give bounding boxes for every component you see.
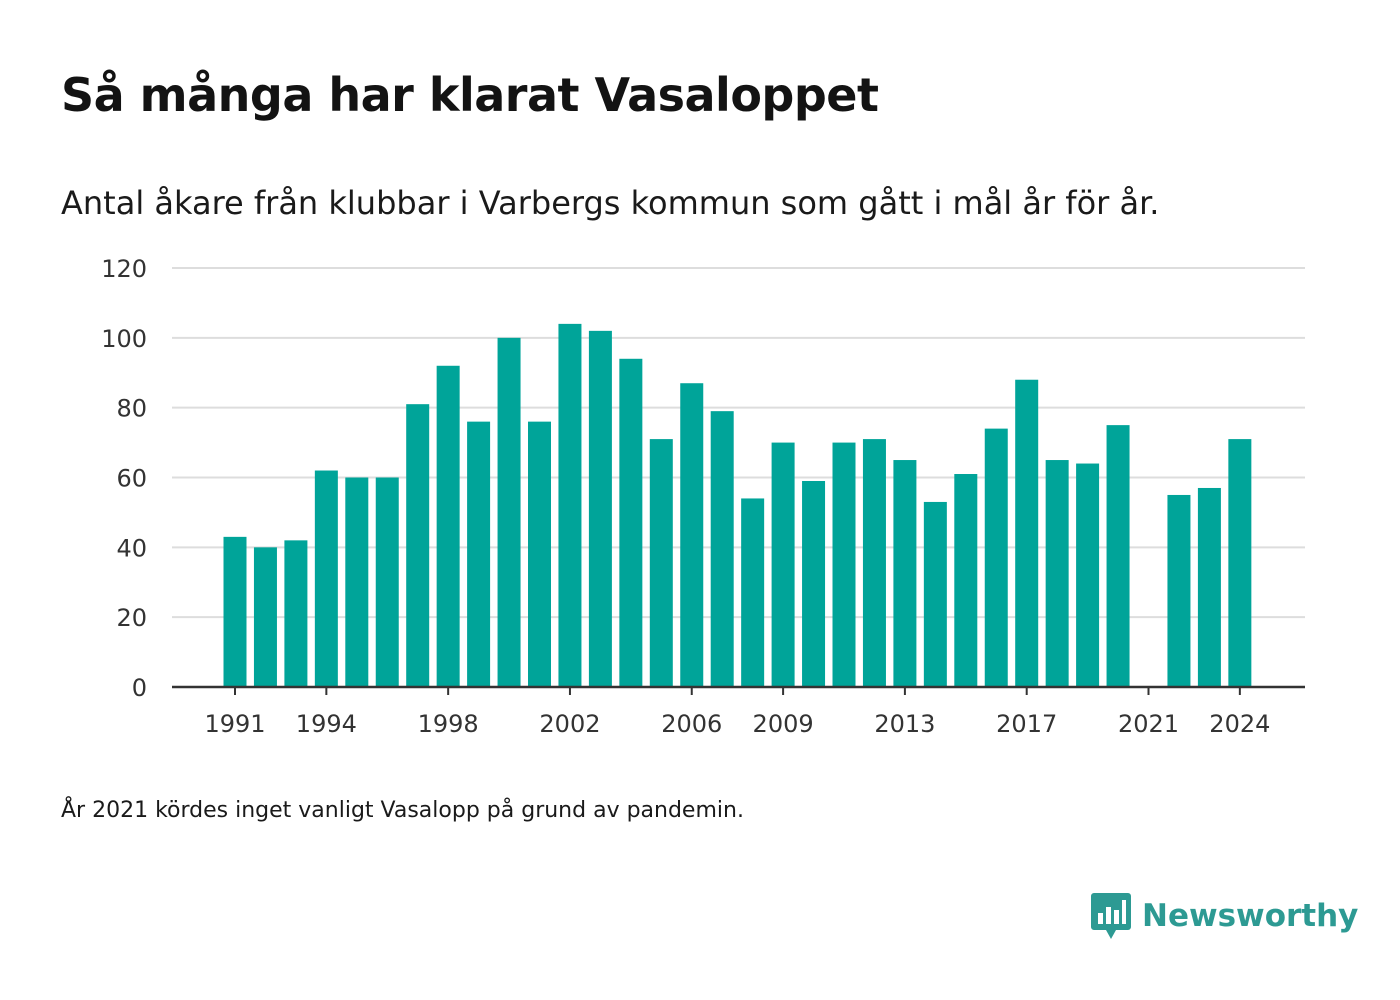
bar-2016 [984,428,1008,687]
bar-1992 [253,547,277,687]
bar-1994 [314,470,338,687]
bar-chart: 0 20 40 60 80 100 120 1991 1994 1998 2002 2006 2009… [101,255,1305,738]
bar-2006 [680,383,704,687]
bar-2011 [832,442,856,687]
y-tick-label: 20 [116,604,147,632]
bar-2003 [588,330,612,687]
x-tick-label: 1998 [418,710,479,738]
chart-subtitle: Antal åkare från klubbar i Varbergs komm… [61,184,1160,222]
bar-2017 [1015,379,1039,687]
x-axis-labels: 1991 1994 1998 2002 2006 2009 2013 2017 2021 2024 [204,710,1270,738]
brand-name: Newsworthy [1142,898,1359,934]
bar-2000 [497,337,521,687]
x-tick-label: 2024 [1209,710,1270,738]
bar-1999 [467,421,491,687]
bar-2007 [710,411,734,687]
y-tick-label: 40 [116,534,147,562]
bar-1995 [345,477,369,687]
bar-2008 [741,498,765,687]
bar-1997 [406,404,430,687]
bar-1996 [375,477,399,687]
x-tick-label: 2013 [874,710,935,738]
bar-2014 [923,501,947,687]
bar-2018 [1045,460,1069,687]
bar-2004 [619,358,643,687]
y-tick-label: 0 [132,674,147,702]
y-axis-labels: 0 20 40 60 80 100 120 [101,255,147,702]
x-axis [172,685,1305,695]
bar-2010 [802,480,826,687]
bar-1991 [223,536,247,687]
footnote: År 2021 kördes inget vanligt Vasalopp på… [61,798,744,823]
y-tick-label: 100 [101,325,147,353]
bar-2009 [771,442,795,687]
bar-1993 [284,540,308,687]
bar-2022 [1167,494,1191,687]
x-tick-label: 1991 [204,710,265,738]
bar-2013 [893,460,917,687]
bar-1998 [436,365,460,687]
bar-2019 [1076,463,1100,687]
bar-2024 [1228,439,1252,687]
x-tick-label: 2017 [996,710,1057,738]
y-tick-label: 120 [101,255,147,283]
brand-logo[interactable]: Newsworthy [1090,890,1358,942]
bar-2001 [528,421,551,687]
gridlines [172,267,1305,619]
bar-2023 [1197,487,1221,687]
bar-2002 [558,323,582,687]
x-tick-label: 2002 [539,710,600,738]
chart-title: Så många har klarat Vasaloppet [61,68,879,122]
bar-2015 [954,474,978,687]
y-tick-label: 80 [116,395,147,423]
x-tick-label: 1994 [296,710,357,738]
y-tick-label: 60 [116,465,147,493]
bar-2020 [1106,425,1130,687]
bars [223,323,1252,687]
bar-2005 [649,439,673,687]
x-tick-label: 2006 [661,710,722,738]
x-tick-label: 2021 [1118,710,1179,738]
newsworthy-logo-icon [1091,893,1131,939]
x-tick-label: 2009 [753,710,814,738]
bar-2012 [862,439,886,687]
